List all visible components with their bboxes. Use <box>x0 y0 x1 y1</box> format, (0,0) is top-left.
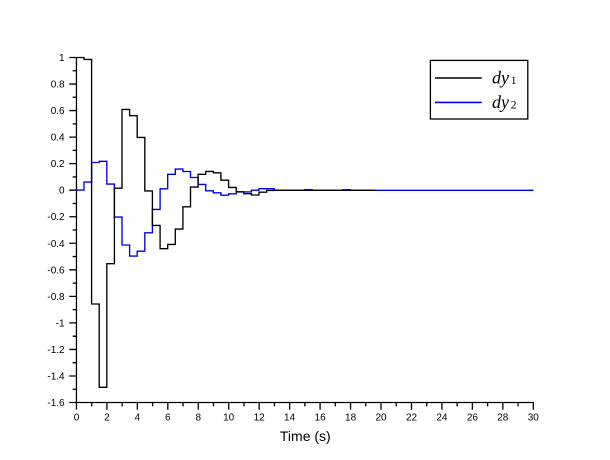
svg-text:-0.4: -0.4 <box>47 239 65 250</box>
svg-text:-1.4: -1.4 <box>47 372 65 383</box>
svg-text:-1: -1 <box>56 318 65 329</box>
svg-text:-1.6: -1.6 <box>47 398 65 409</box>
svg-text:dy: dy <box>492 92 509 112</box>
svg-text:22: 22 <box>406 413 418 424</box>
svg-text:0.6: 0.6 <box>51 106 65 117</box>
svg-text:-0.8: -0.8 <box>47 292 65 303</box>
svg-text:18: 18 <box>345 413 357 424</box>
svg-text:Time (s): Time (s) <box>280 428 331 444</box>
svg-text:2: 2 <box>511 99 517 111</box>
svg-text:30: 30 <box>528 413 540 424</box>
svg-text:8: 8 <box>196 413 202 424</box>
svg-text:12: 12 <box>254 413 266 424</box>
svg-text:-0.2: -0.2 <box>47 212 65 223</box>
svg-text:0.2: 0.2 <box>51 159 65 170</box>
svg-text:0.8: 0.8 <box>51 80 65 91</box>
svg-text:0.4: 0.4 <box>51 133 65 144</box>
svg-text:20: 20 <box>375 413 387 424</box>
svg-text:14: 14 <box>284 413 296 424</box>
svg-text:16: 16 <box>315 413 327 424</box>
svg-text:26: 26 <box>467 413 479 424</box>
svg-text:dy: dy <box>492 68 509 88</box>
svg-text:4: 4 <box>135 413 141 424</box>
svg-text:-0.6: -0.6 <box>47 265 65 276</box>
svg-text:-1.2: -1.2 <box>47 345 65 356</box>
svg-text:1: 1 <box>59 53 65 64</box>
svg-text:1: 1 <box>511 75 517 87</box>
svg-text:6: 6 <box>165 413 171 424</box>
svg-text:2: 2 <box>104 413 110 424</box>
svg-text:28: 28 <box>497 413 509 424</box>
svg-text:24: 24 <box>436 413 448 424</box>
svg-text:0: 0 <box>74 413 80 424</box>
svg-text:10: 10 <box>223 413 235 424</box>
svg-text:0: 0 <box>59 186 65 197</box>
